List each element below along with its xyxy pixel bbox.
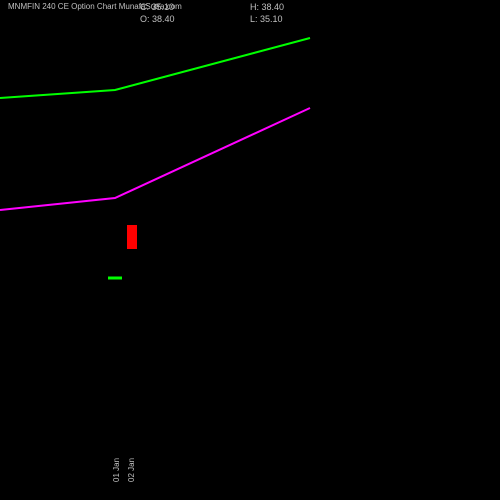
x-tick-label: 02 Jan: [127, 458, 136, 482]
x-axis-labels: 01 Jan 02 Jan: [0, 452, 500, 492]
magenta-line: [0, 108, 310, 210]
candle-body: [127, 225, 137, 249]
green-line: [0, 38, 310, 98]
x-tick-label: 01 Jan: [112, 458, 121, 482]
plot-area: [0, 0, 500, 500]
option-chart: MNMFIN 240 CE Option Chart MunafaSutra.c…: [0, 0, 500, 500]
